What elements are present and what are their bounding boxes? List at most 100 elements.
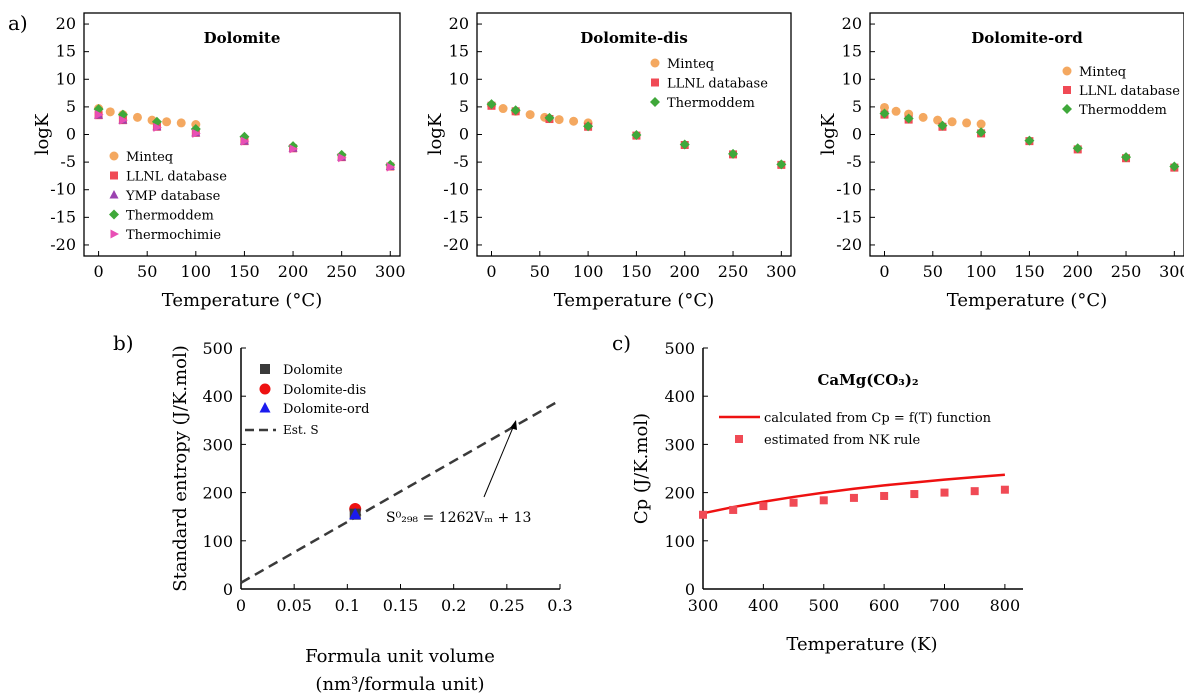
y-tick-label: 300 — [664, 435, 695, 454]
x-tick-label: 800 — [990, 596, 1021, 615]
x-tick-label: 150 — [621, 262, 652, 281]
data-point — [525, 110, 535, 120]
y-tick-label: -5 — [453, 152, 469, 171]
panel-label-a: a) — [8, 11, 28, 35]
legend-marker — [735, 435, 743, 443]
y-tick-label: 0 — [459, 125, 469, 144]
data-point — [879, 108, 890, 119]
legend-marker — [110, 171, 118, 180]
data-point — [699, 510, 707, 519]
legend-marker — [1062, 66, 1072, 76]
data-point — [970, 487, 979, 496]
arrow-head — [510, 420, 517, 430]
y-tick-label: -20 — [836, 235, 862, 254]
y-tick-label: 500 — [202, 339, 233, 358]
y-tick-label: -5 — [60, 152, 76, 171]
y-axis-label: logK — [32, 113, 53, 155]
x-tick-label: 0 — [93, 262, 103, 281]
x-tick-label: 200 — [278, 262, 309, 281]
fit-equation: S⁰₂₉₈ = 1262Vₘ + 13 — [386, 510, 531, 526]
x-tick-label: 250 — [1111, 262, 1142, 281]
cp-chart: 0 100 200 300 400 500 300 400 500 600 700 800 Temper… — [631, 339, 1023, 655]
y-tick-label: 0 — [223, 580, 233, 599]
data-point — [789, 498, 798, 507]
y-tick-label: 10 — [842, 69, 862, 88]
legend: calculated from Cp = f(T) function estima… — [719, 411, 992, 448]
data-point — [486, 99, 497, 110]
series-thermoddem — [879, 108, 1180, 172]
x-tick-label: 100 — [573, 262, 604, 281]
series-minteq — [486, 100, 593, 128]
x-tick-label: 250 — [326, 262, 357, 281]
legend-label: Dolomite-ord — [283, 402, 369, 417]
data-point — [940, 488, 949, 497]
y-axis-label: logK — [425, 113, 446, 155]
data-point — [918, 112, 928, 122]
x-tick-label: 200 — [669, 262, 700, 281]
data-point — [849, 493, 858, 502]
legend-marker — [259, 383, 271, 395]
legend-label: YMP database — [125, 189, 221, 204]
y-tick-label: 500 — [664, 339, 695, 358]
data-point — [554, 115, 564, 125]
legend-label: Thermoddem — [667, 96, 755, 111]
y-tick-label: 5 — [459, 97, 469, 116]
legend-label: Thermochimie — [126, 228, 221, 243]
legend-label: Thermoddem — [1079, 103, 1167, 118]
y-axis-label: logK — [818, 113, 839, 155]
data-point — [1024, 135, 1035, 146]
x-tick-label: 700 — [929, 596, 960, 615]
data-point — [95, 110, 104, 120]
legend-label: estimated from NK rule — [764, 433, 920, 448]
legend-label: LLNL database — [126, 170, 227, 185]
legend-label: Minteq — [667, 57, 714, 72]
data-point — [947, 117, 957, 127]
legend-label: Minteq — [126, 150, 173, 165]
data-point — [933, 115, 943, 125]
legend-marker — [650, 58, 660, 68]
series-calculated-from-cp-f-t-function — [702, 473, 1005, 515]
x-tick-label: 0.25 — [489, 596, 525, 615]
x-axis-label: Temperature (°C) — [162, 290, 322, 311]
legend: Minteq LLNL database Thermoddem — [1062, 65, 1180, 118]
x-axis-label-line2: (nm³/formula unit) — [315, 674, 484, 695]
data-point — [1169, 161, 1180, 172]
y-tick-label: -10 — [836, 180, 862, 199]
data-point — [937, 120, 948, 131]
chart-title: Dolomite — [204, 29, 281, 47]
legend: Minteq LLNL database Thermoddem — [650, 57, 768, 111]
data-point — [119, 115, 128, 125]
y-tick-label: -15 — [443, 207, 469, 226]
chart-title: Dolomite-dis — [580, 29, 688, 47]
y-tick-label: -15 — [50, 207, 76, 226]
y-tick-label: -20 — [443, 235, 469, 254]
x-axis-label: Temperature (K) — [786, 634, 937, 655]
data-point — [132, 112, 142, 122]
x-tick-label: 100 — [181, 262, 212, 281]
x-axis-label-line1: Formula unit volume — [305, 646, 495, 667]
plot-frame — [869, 12, 1184, 257]
data-point — [910, 490, 919, 499]
data-point — [1000, 485, 1009, 494]
data-point — [903, 113, 914, 124]
data-point — [105, 107, 115, 117]
y-tick-label: 400 — [664, 387, 695, 406]
x-tick-label: 150 — [229, 262, 260, 281]
series-minteq — [94, 104, 201, 130]
legend: Minteq LLNL database YMP database Thermodde… — [109, 150, 227, 243]
x-tick-label: 600 — [869, 596, 900, 615]
legend-label: Thermoddem — [126, 209, 214, 224]
entropy-chart: 0 100 200 300 400 500 0 0.05 0.1 0.15 0.2 0.25 0.3 Fo… — [170, 339, 573, 695]
y-tick-label: 5 — [66, 97, 76, 116]
x-tick-label: 0.2 — [441, 596, 466, 615]
y-axis-label: Standard entropy (J/K.mol) — [170, 345, 191, 591]
series-thermoddem — [486, 99, 787, 170]
data-point — [879, 102, 889, 112]
x-tick-label: 0.3 — [547, 596, 572, 615]
y-axis-label: Cp (J/K.mol) — [631, 413, 652, 524]
legend-label: LLNL database — [1079, 84, 1180, 99]
legend-marker — [259, 402, 271, 413]
x-tick-label: 300 — [766, 262, 797, 281]
